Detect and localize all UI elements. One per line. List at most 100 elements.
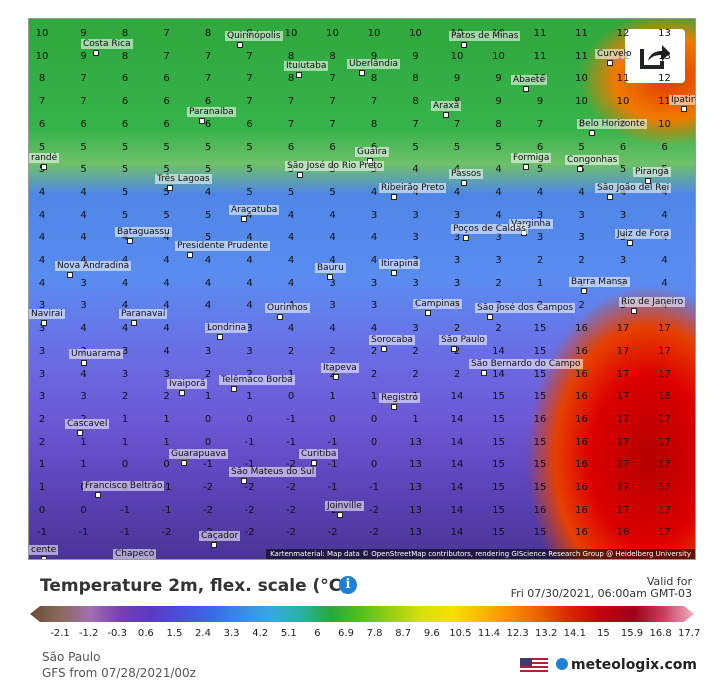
scale-tick-label: -0.3 (107, 628, 127, 639)
city-label: Navirai (29, 309, 65, 319)
city-label: Caçador (199, 531, 241, 541)
grid-value: 7 (412, 118, 419, 130)
grid-value: 13 (658, 50, 671, 62)
city-marker (607, 60, 613, 66)
grid-value: -1 (244, 436, 255, 448)
grid-value: 16 (533, 413, 547, 425)
grid-value: 15 (533, 368, 547, 380)
grid-value: 7 (80, 96, 87, 108)
grid-value: 6 (163, 118, 170, 130)
grid-value: 16 (575, 368, 588, 380)
grid-value: 4 (412, 164, 419, 176)
grid-value: 17 (616, 391, 630, 403)
city-label: Presidente Prudente (175, 241, 271, 251)
city-marker (211, 542, 217, 548)
grid-value: -1 (203, 459, 213, 471)
grid-value: 17 (616, 368, 630, 380)
grid-value: 3 (121, 345, 129, 357)
city-label: Patos de Minas (449, 31, 521, 41)
city-label: Ipatinga (669, 95, 695, 105)
city-marker (631, 308, 637, 314)
grid-value: 3 (80, 300, 87, 312)
grid-value: 2 (329, 345, 336, 357)
grid-value: 3 (453, 277, 461, 289)
info-icon[interactable]: i (339, 576, 357, 594)
city-marker (277, 314, 283, 320)
city-label: Quirinópolis (225, 31, 283, 41)
scale-tick-label: 3.3 (223, 628, 240, 639)
grid-value: 3 (38, 300, 46, 312)
city-marker (67, 272, 73, 278)
brand-link[interactable]: meteologix.com (556, 657, 697, 673)
city-label: Formiga (511, 153, 552, 163)
grid-value: 3 (412, 277, 419, 289)
scale-tick-label: 17.7 (678, 628, 701, 639)
scale-tick-label: 9.6 (423, 628, 440, 639)
grid-value: 3 (412, 323, 419, 335)
us-flag-icon[interactable] (520, 658, 548, 674)
grid-value: 6 (163, 96, 170, 108)
grid-value: 3 (38, 345, 46, 357)
city-label: Poços de Caldas (451, 224, 528, 234)
grid-value: 4 (329, 232, 336, 244)
grid-value: 1 (163, 413, 170, 425)
grid-value: 7 (163, 50, 170, 62)
grid-value: 6 (287, 141, 295, 153)
city-marker (167, 185, 173, 191)
city-label: Cascavel (65, 419, 110, 429)
grid-value: 0 (204, 436, 212, 448)
city-label: Piranga (633, 167, 671, 177)
city-marker (607, 194, 613, 200)
grid-value: 16 (575, 527, 588, 539)
grid-value: 4 (453, 186, 461, 198)
grid-value: 15 (492, 391, 505, 403)
grid-value: 3 (121, 368, 129, 380)
grid-value: 5 (121, 186, 129, 198)
grid-value: 5 (536, 164, 544, 176)
grid-value: 4 (163, 255, 170, 266)
grid-value: 3 (329, 277, 336, 289)
grid-value: 17 (616, 413, 630, 425)
city-marker (187, 252, 193, 258)
city-label: Joinville (325, 501, 364, 511)
grid-value: 3 (38, 323, 46, 335)
grid-value: 3 (38, 391, 46, 403)
grid-value: 1 (163, 436, 170, 448)
grid-value: 14 (450, 482, 464, 493)
grid-value: 8 (329, 50, 336, 62)
city-label: Barra Mansa (569, 277, 630, 287)
color-scale-bar (30, 606, 694, 622)
grid-value: 4 (246, 277, 253, 289)
grid-value: 8 (495, 118, 502, 130)
scale-tick-label: 4.2 (252, 628, 269, 639)
grid-value: 14 (450, 391, 464, 403)
city-marker (577, 166, 583, 172)
grid-value: 10 (575, 73, 588, 85)
city-label: Juiz de Fora (615, 229, 672, 239)
grid-value: -2 (244, 527, 255, 539)
grid-value: 7 (329, 73, 336, 85)
grid-value: 2 (578, 300, 585, 312)
map-attribution[interactable]: Kartenmaterial: Map data © OpenStreetMap… (266, 549, 695, 559)
grid-value: 1 (246, 391, 253, 403)
grid-value: 15 (533, 391, 547, 403)
grid-value: 17 (616, 482, 630, 493)
city-label: São Mateus do Sul (229, 467, 317, 477)
grid-value: 3 (163, 368, 170, 380)
grid-value: 7 (370, 96, 378, 108)
grid-value: -1 (78, 527, 89, 539)
grid-value: 7 (287, 96, 295, 108)
grid-value: 4 (204, 277, 212, 289)
city-marker (523, 86, 529, 92)
grid-value: 10 (616, 96, 630, 108)
share-button[interactable] (625, 29, 685, 83)
city-marker (181, 460, 187, 466)
grid-value: 3 (370, 300, 378, 312)
temperature-map[interactable]: Kartenmaterial: Map data © OpenStreetMap… (28, 18, 696, 560)
scale-tick-label: 15 (597, 628, 610, 639)
grid-value: 0 (246, 413, 253, 425)
grid-value: -2 (327, 527, 338, 539)
scale-tick-label: 0.6 (137, 628, 154, 639)
city-marker (77, 430, 83, 436)
city-label: Bataguassu (115, 227, 172, 237)
